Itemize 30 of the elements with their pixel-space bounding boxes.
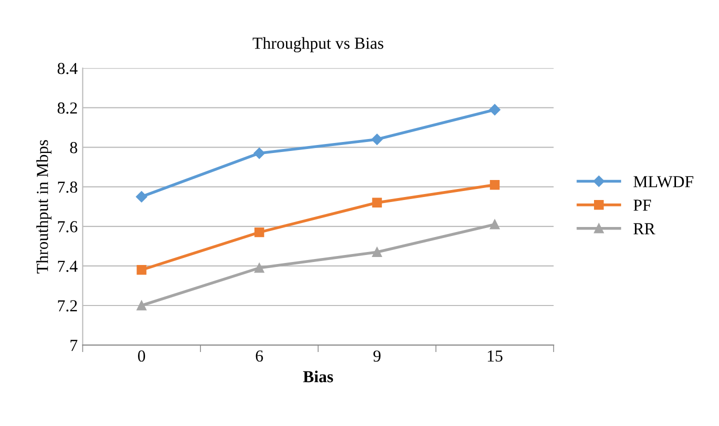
y-tick-label: 7.6 bbox=[58, 221, 78, 232]
y-tick-label: 7 bbox=[70, 340, 78, 351]
legend-label: RR bbox=[634, 223, 656, 234]
chart-title: Throughput vs Bias bbox=[252, 37, 384, 52]
point bbox=[254, 148, 265, 159]
y-tick-label: 7.8 bbox=[58, 182, 78, 193]
point bbox=[254, 263, 264, 273]
point bbox=[490, 220, 500, 230]
point bbox=[372, 247, 382, 257]
x-tick-label: 0 bbox=[138, 350, 146, 362]
legend-label: MLWDF bbox=[634, 176, 694, 188]
legend-label: PF bbox=[634, 200, 651, 211]
point bbox=[489, 104, 500, 116]
y-tick-label: 8.2 bbox=[58, 102, 77, 114]
point bbox=[372, 198, 382, 208]
y-tick-label: 8 bbox=[70, 142, 78, 154]
x-axis-title: Bias bbox=[303, 370, 334, 382]
point bbox=[136, 265, 146, 275]
point bbox=[136, 300, 146, 310]
point bbox=[254, 227, 264, 238]
point bbox=[136, 191, 148, 202]
point bbox=[490, 180, 500, 190]
x-tick-label: 6 bbox=[256, 350, 263, 362]
y-axis-title: Throuthput in Mbps bbox=[36, 140, 52, 274]
y-tick-label: 7.4 bbox=[58, 260, 78, 272]
y-tick-label: 8.4 bbox=[58, 62, 78, 74]
y-tick-label: 7.2 bbox=[58, 300, 77, 312]
x-tick-label: 15 bbox=[488, 350, 502, 362]
x-tick-label: 9 bbox=[373, 350, 381, 362]
point bbox=[371, 134, 383, 145]
